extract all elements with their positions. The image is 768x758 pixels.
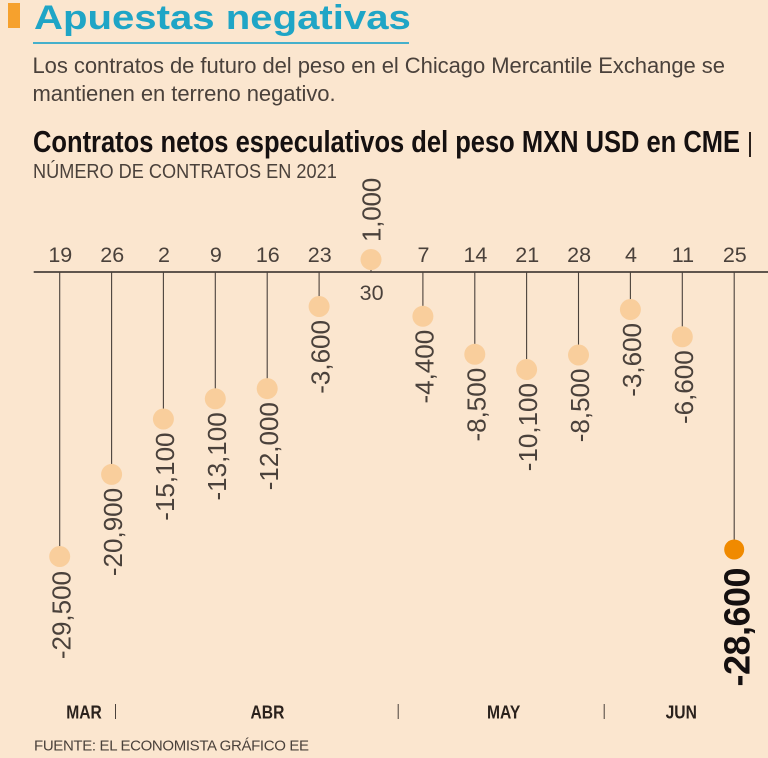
svg-text:4: 4 bbox=[625, 243, 637, 267]
svg-text:19: 19 bbox=[48, 243, 72, 267]
svg-text:-4,400: -4,400 bbox=[410, 330, 440, 404]
svg-text:11: 11 bbox=[672, 243, 694, 267]
svg-text:-3,600: -3,600 bbox=[306, 320, 336, 394]
svg-text:7: 7 bbox=[418, 243, 430, 267]
svg-text:2: 2 bbox=[158, 243, 170, 267]
svg-text:-6,600: -6,600 bbox=[669, 350, 699, 424]
svg-text:-10,100: -10,100 bbox=[513, 383, 543, 471]
svg-text:-20,900: -20,900 bbox=[98, 488, 128, 576]
svg-text:23: 23 bbox=[308, 243, 332, 267]
svg-text:9: 9 bbox=[210, 243, 222, 267]
svg-text:-28,600: -28,600 bbox=[717, 568, 758, 687]
svg-text:MAR: MAR bbox=[66, 702, 102, 722]
svg-text:26: 26 bbox=[100, 243, 124, 267]
svg-text:16: 16 bbox=[256, 243, 280, 267]
svg-text:MAY: MAY bbox=[487, 702, 520, 722]
svg-text:-15,100: -15,100 bbox=[150, 433, 180, 521]
svg-text:28: 28 bbox=[567, 243, 591, 267]
svg-text:ABR: ABR bbox=[251, 702, 285, 722]
svg-text:21: 21 bbox=[515, 243, 539, 267]
svg-text:JUN: JUN bbox=[666, 702, 697, 722]
svg-text:-8,500: -8,500 bbox=[565, 369, 595, 443]
svg-text:30: 30 bbox=[360, 281, 384, 305]
svg-text:FUENTE: EL ECONOMISTA GRÁFICO: FUENTE: EL ECONOMISTA GRÁFICO EE bbox=[34, 738, 309, 755]
svg-text:14: 14 bbox=[463, 243, 487, 267]
svg-text:25: 25 bbox=[723, 243, 747, 267]
svg-text:-8,500: -8,500 bbox=[461, 368, 491, 442]
svg-text:-13,100: -13,100 bbox=[202, 412, 232, 500]
svg-text:1,000: 1,000 bbox=[357, 178, 387, 242]
svg-text:-12,000: -12,000 bbox=[254, 402, 284, 490]
svg-text:-3,600: -3,600 bbox=[617, 323, 647, 397]
svg-text:-29,500: -29,500 bbox=[46, 571, 76, 659]
